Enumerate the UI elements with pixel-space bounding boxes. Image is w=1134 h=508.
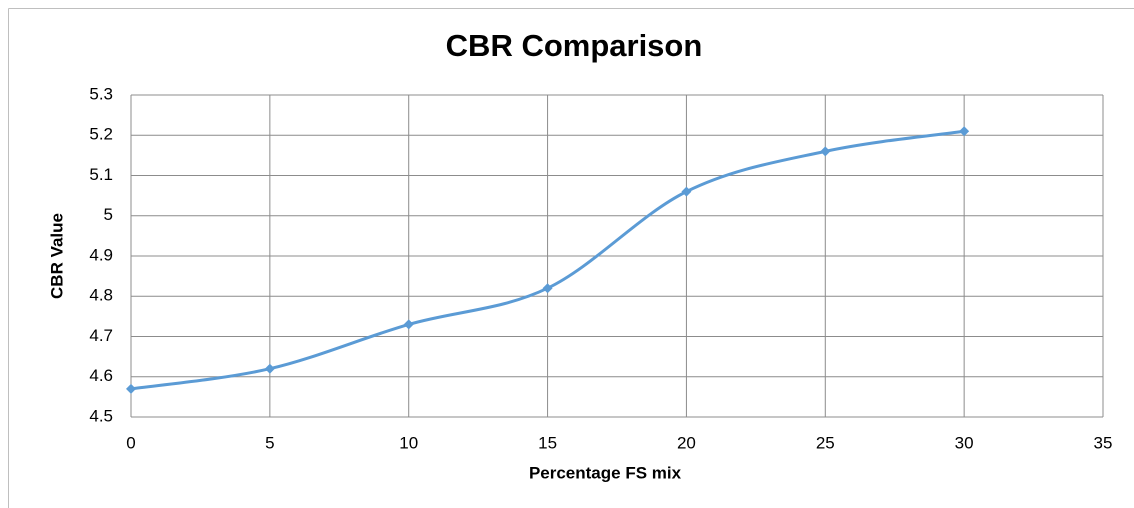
x-tick-label: 0 — [126, 433, 135, 452]
y-tick-label: 4.8 — [89, 286, 113, 305]
marker — [542, 283, 553, 294]
x-tick-label: 10 — [399, 433, 418, 452]
marker — [820, 146, 831, 157]
x-tick-label: 25 — [816, 433, 835, 452]
y-axis-title: CBR Value — [47, 213, 66, 299]
y-tick-label: 4.7 — [89, 326, 113, 345]
y-tick-label: 5.2 — [89, 125, 113, 144]
x-tick-label: 5 — [265, 433, 274, 452]
y-tick-label: 4.9 — [89, 245, 113, 264]
x-tick-label: 20 — [677, 433, 696, 452]
y-tick-label: 5 — [104, 205, 113, 224]
x-tick-label: 35 — [1094, 433, 1113, 452]
marker — [681, 186, 692, 197]
marker — [959, 126, 970, 137]
x-axis-title: Percentage FS mix — [529, 463, 682, 482]
marker — [126, 383, 136, 394]
x-tick-label: 30 — [955, 433, 974, 452]
marker — [264, 363, 275, 374]
marker — [403, 319, 414, 330]
y-tick-label: 5.3 — [89, 84, 113, 103]
y-tick-label: 5.1 — [89, 165, 113, 184]
x-tick-label: 15 — [538, 433, 557, 452]
y-tick-label: 4.6 — [89, 366, 113, 385]
chart-title: CBR Comparison — [446, 28, 703, 63]
y-tick-label: 4.5 — [89, 406, 113, 425]
